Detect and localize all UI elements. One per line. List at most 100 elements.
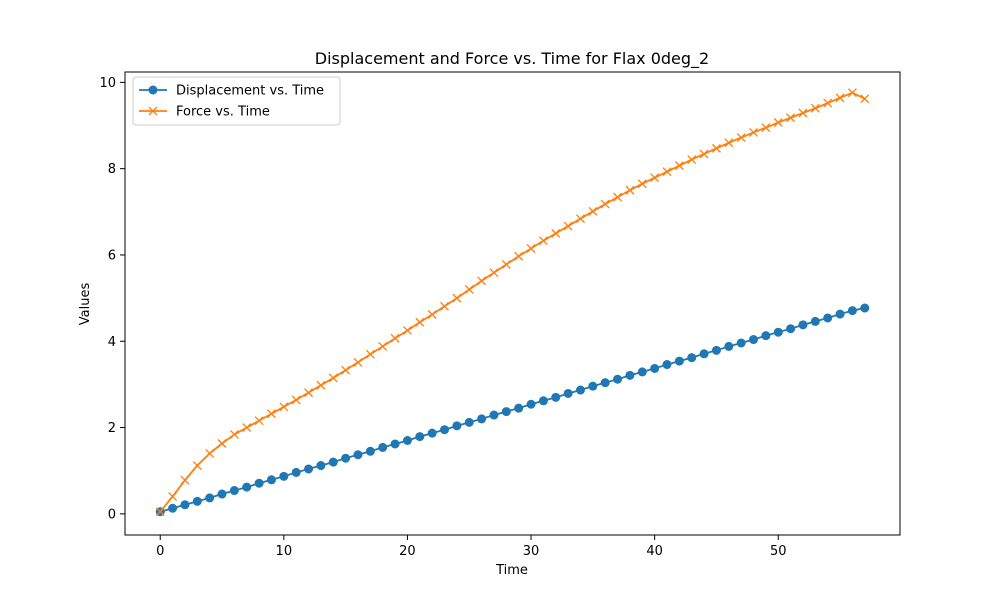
data-point <box>452 421 462 431</box>
data-point <box>674 356 684 366</box>
data-point <box>279 471 289 481</box>
data-point <box>242 423 252 433</box>
axes: 0 10 20 30 40 50 0 2 4 6 8 10 <box>99 71 901 559</box>
data-point <box>736 338 746 348</box>
x-tick-label: 40 <box>646 544 663 559</box>
data-point <box>440 301 449 311</box>
data-point <box>575 385 585 395</box>
data-point <box>588 206 598 216</box>
data-point <box>180 475 190 485</box>
x-tick-label: 20 <box>399 544 416 559</box>
data-point <box>786 113 796 123</box>
y-tick-label: 4 <box>108 335 116 350</box>
data-point <box>563 221 573 231</box>
data-point <box>835 309 845 319</box>
data-point <box>687 353 697 363</box>
data-point <box>835 93 845 103</box>
data-point <box>415 432 425 442</box>
data-point <box>810 316 820 326</box>
y-axis-title: Values <box>78 283 93 326</box>
data-point <box>847 306 857 316</box>
data-point <box>711 345 721 355</box>
data-point <box>402 436 412 446</box>
data-point <box>687 155 697 165</box>
y-tick-label: 6 <box>108 248 116 263</box>
data-point <box>526 399 536 409</box>
legend-box <box>132 76 341 126</box>
data-point <box>798 320 808 330</box>
data-point <box>637 367 647 377</box>
data-point <box>761 123 771 133</box>
x-tick-label: 50 <box>770 544 787 559</box>
data-point <box>168 503 178 513</box>
data-point <box>266 475 276 485</box>
data-point <box>328 457 338 467</box>
data-point <box>724 341 734 351</box>
data-point <box>600 199 610 209</box>
data-point <box>464 285 474 294</box>
series-line-2 <box>159 91 866 513</box>
chart-title: Displacement and Force vs. Time for Flax… <box>315 49 709 69</box>
data-point <box>390 333 400 343</box>
data-point <box>563 388 573 398</box>
data-point <box>217 489 227 499</box>
legend-label: Force vs. Time <box>176 105 270 120</box>
data-point <box>254 478 264 488</box>
data-point <box>551 228 561 238</box>
data-point <box>390 439 400 449</box>
data-point <box>662 360 672 370</box>
data-point <box>514 251 524 261</box>
data-point <box>291 395 301 405</box>
data-point <box>699 149 709 159</box>
data-point <box>538 396 548 406</box>
data-point <box>724 138 734 148</box>
data-point <box>328 373 338 383</box>
data-point <box>860 303 870 313</box>
data-point <box>316 461 326 471</box>
data-point <box>588 381 598 391</box>
axes-frame <box>124 71 901 536</box>
y-tick-label: 8 <box>108 162 116 177</box>
x-tick-label: 0 <box>156 544 164 559</box>
data-point <box>464 417 474 427</box>
legend-marker <box>148 106 158 116</box>
data-point <box>378 442 388 452</box>
data-point <box>501 259 511 269</box>
data-point <box>699 349 709 359</box>
data-point <box>267 409 276 419</box>
data-point <box>551 392 561 402</box>
data-point <box>674 161 684 171</box>
data-point <box>711 143 721 153</box>
data-point <box>637 179 647 189</box>
data-point <box>860 94 870 104</box>
data-point <box>205 493 215 503</box>
series-line-1 <box>159 307 865 513</box>
data-point <box>304 388 314 398</box>
data-point <box>823 313 833 323</box>
y-tick-label: 2 <box>108 421 116 436</box>
data-point <box>242 482 252 492</box>
data-point <box>625 185 635 195</box>
data-point <box>365 446 375 456</box>
data-point <box>526 244 536 253</box>
data-point <box>773 118 783 127</box>
x-axis-title: Time <box>495 563 528 578</box>
data-point <box>736 133 746 143</box>
data-point <box>254 416 264 426</box>
data-point <box>205 448 215 458</box>
y-tick-label: 10 <box>99 76 116 91</box>
data-point <box>810 103 820 113</box>
data-point <box>514 403 524 413</box>
data-point <box>798 108 808 118</box>
data-point <box>650 363 660 373</box>
data-point <box>341 365 351 375</box>
data-point <box>217 439 227 448</box>
data-point <box>155 507 165 517</box>
data-point <box>291 467 301 477</box>
legend-label: Displacement vs. Time <box>176 84 324 99</box>
x-tick-label: 10 <box>276 544 293 559</box>
data-point <box>279 402 289 412</box>
data-point <box>773 327 783 337</box>
data-point <box>378 341 388 351</box>
data-point <box>489 410 499 420</box>
